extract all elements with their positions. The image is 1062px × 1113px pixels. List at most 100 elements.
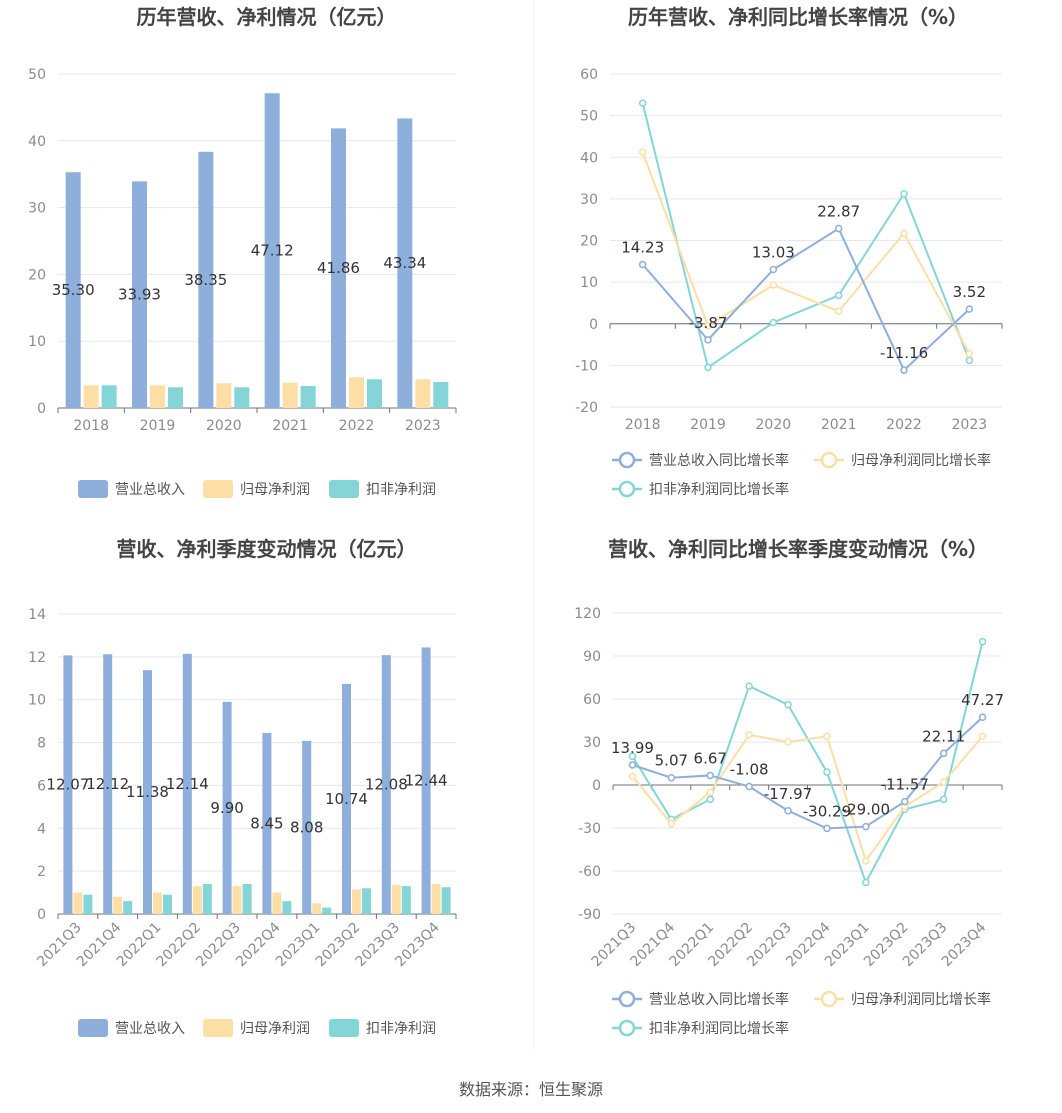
- data-point: [939, 778, 948, 786]
- data-label: 12.12: [86, 775, 129, 793]
- y-tick-label: -30: [578, 821, 601, 837]
- bar: [352, 889, 361, 914]
- x-tick-label: 2018: [73, 418, 109, 434]
- bar: [123, 901, 133, 914]
- y-tick-label: 2: [37, 864, 46, 880]
- y-tick-label: 120: [574, 606, 601, 622]
- y-tick-label: 50: [28, 67, 46, 83]
- data-point: [965, 349, 974, 358]
- data-label: 12.14: [166, 775, 209, 793]
- data-point: [784, 807, 792, 815]
- y-tick-label: 30: [583, 735, 601, 751]
- data-point: [901, 797, 909, 806]
- bar: [322, 907, 332, 914]
- y-tick-label: 60: [583, 692, 601, 708]
- y-tick-label: 8: [37, 736, 46, 752]
- x-tick-label: 2020: [206, 418, 242, 434]
- data-point: [900, 366, 908, 374]
- legend-label: 归母净利润: [240, 1020, 310, 1037]
- data-label: -29.00: [842, 801, 890, 819]
- bar: [232, 886, 242, 914]
- bar: [302, 740, 312, 914]
- x-tick-label: 2023Q4: [392, 919, 443, 970]
- data-point: [978, 637, 987, 646]
- bar: [441, 887, 451, 914]
- bar: [312, 903, 322, 914]
- legend-swatch: [618, 480, 636, 498]
- data-point: [769, 318, 778, 327]
- bar: [342, 683, 351, 914]
- quarterly-growth-rate-chart: 营收、净利同比增长率季度变动情况（%）-90-60-30030609012020…: [574, 537, 1004, 1037]
- data-point: [745, 782, 753, 791]
- bar: [73, 892, 83, 914]
- data-point: [978, 713, 987, 721]
- bar: [349, 377, 364, 408]
- data-point: [628, 752, 637, 761]
- data-label: 13.99: [611, 739, 654, 757]
- data-point: [706, 788, 714, 796]
- y-tick-label: 20: [28, 267, 46, 283]
- data-point: [965, 305, 974, 313]
- data-point: [704, 336, 712, 344]
- data-point: [706, 771, 714, 780]
- series-line: [632, 716, 984, 830]
- bar: [234, 387, 250, 408]
- bar: [132, 181, 147, 408]
- legend-swatch: [203, 480, 233, 498]
- chart-title: 历年营收、净利同比增长率情况（%）: [628, 5, 968, 29]
- x-tick-label: 2019: [690, 417, 726, 433]
- bar: [381, 655, 391, 914]
- legend-label: 归母净利润同比增长率: [851, 991, 991, 1008]
- data-label: 13.03: [752, 244, 795, 262]
- data-point: [638, 148, 647, 157]
- legend-label: 扣非净利润: [366, 482, 436, 498]
- data-point: [834, 224, 843, 233]
- bar: [431, 884, 441, 914]
- legend-swatch: [820, 990, 838, 1008]
- data-point: [862, 878, 870, 887]
- bar: [282, 901, 292, 914]
- data-label: 10.74: [325, 790, 368, 808]
- y-tick-label: 0: [37, 401, 46, 417]
- x-tick-label: 2018: [625, 417, 661, 433]
- data-point: [978, 732, 987, 741]
- legend-label: 营业总收入同比增长率: [649, 991, 789, 1008]
- data-label: 41.86: [317, 259, 360, 277]
- legend-swatch: [329, 480, 359, 498]
- data-point: [667, 819, 676, 828]
- data-label: 35.30: [52, 281, 95, 299]
- y-tick-label: 4: [37, 821, 46, 837]
- data-label: 12.08: [365, 776, 408, 794]
- data-point: [862, 857, 870, 865]
- data-label: 22.11: [922, 727, 965, 745]
- data-point: [769, 265, 778, 274]
- data-label: 33.93: [118, 286, 161, 304]
- data-label: 3.52: [953, 283, 986, 301]
- data-label: 38.35: [184, 271, 227, 289]
- y-tick-label: 30: [580, 192, 598, 208]
- data-label: -11.57: [881, 776, 929, 794]
- bar: [282, 382, 298, 408]
- y-tick-label: 0: [37, 907, 46, 923]
- bar: [150, 385, 165, 408]
- y-tick-label: 40: [28, 134, 46, 150]
- bar: [362, 888, 371, 914]
- data-label: 9.90: [210, 799, 243, 817]
- bar: [216, 383, 232, 408]
- x-tick-label: 2022: [886, 417, 922, 433]
- quarterly-revenue-profit-chart: 营收、净利季度变动情况（亿元）024681012142021Q32021Q420…: [28, 537, 457, 1037]
- y-tick-label: -60: [578, 864, 601, 880]
- y-tick-label: -90: [578, 907, 601, 923]
- y-tick-label: 10: [580, 275, 598, 291]
- legend-swatch: [820, 451, 838, 469]
- legend-label: 营业总收入: [115, 1021, 185, 1037]
- data-label: 6.67: [694, 749, 727, 767]
- series-line: [641, 151, 971, 355]
- y-tick-label: 12: [28, 650, 46, 666]
- data-point: [900, 190, 908, 198]
- data-point: [900, 229, 908, 238]
- bar: [63, 655, 73, 914]
- quarterly-revenue-profit-panel: 营收、净利季度变动情况（亿元） 0 2 4 6 8 10 12 14 2021Q3 2021Q4 20…: [0, 530, 533, 1050]
- legend-label: 归母净利润: [240, 481, 310, 498]
- y-tick-label: 10: [28, 693, 46, 709]
